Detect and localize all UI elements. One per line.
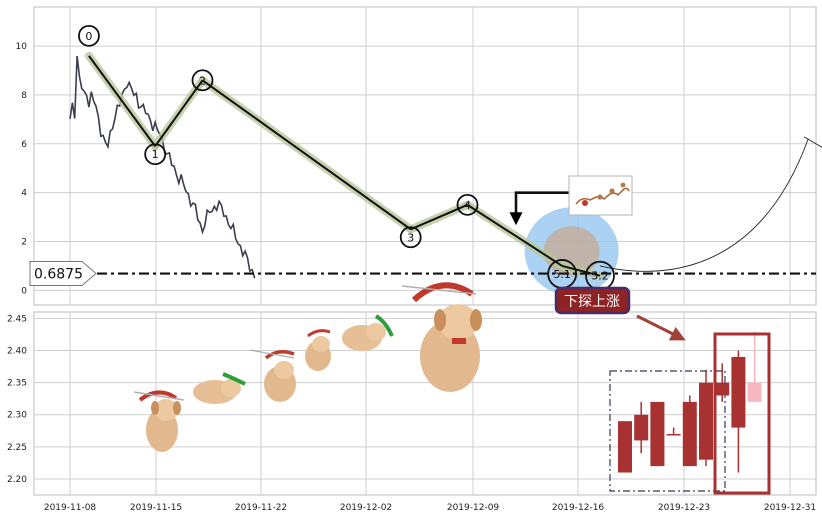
bottom-y-tick-label: 2.20 [7, 475, 27, 485]
bottom-y-tick-label: 2.40 [7, 347, 27, 357]
selection-box-dashed [609, 370, 726, 492]
projection-tail [803, 136, 822, 148]
bottom-y-tick-label: 2.30 [7, 411, 27, 421]
bottom-panel: 2.202.252.302.352.402.45 2019-11-08 2019-… [7, 282, 817, 513]
reference-label: 0.6875 [29, 261, 97, 287]
puppy-icon [133, 390, 185, 452]
wave-marker-circle [191, 69, 214, 92]
projection-curve [599, 138, 809, 272]
x-tick-label: 2019-12-16 [552, 503, 605, 513]
top-y-tick-label: 8 [21, 91, 27, 101]
annotation-arrow [636, 314, 686, 341]
bottom-y-tick-label: 2.45 [7, 314, 27, 324]
candle-body [715, 382, 730, 396]
reference-label-arrow [29, 261, 97, 287]
top-y-tick-label: 0 [21, 286, 27, 296]
x-tick-label: 2019-11-15 [130, 503, 182, 513]
candle-body [618, 421, 632, 473]
wave-marker-circle [456, 193, 479, 216]
wave-marker-label: 4 [464, 199, 471, 212]
puppy-icon [193, 372, 246, 404]
top-y-tick-label: 6 [21, 140, 27, 150]
bottom-y-tick-label: 2.35 [7, 379, 27, 389]
x-tick-label: 2019-11-08 [44, 503, 97, 513]
x-axis: 2019-11-08 2019-11-15 2019-11-22 2019-12-02… [44, 503, 816, 513]
annotation-text: 下探上涨 [564, 294, 620, 310]
candlestick-series [618, 331, 762, 473]
wave-marker-circle [144, 143, 167, 166]
wave-marker-label: 2 [199, 74, 206, 87]
wave-line-segment [88, 55, 156, 147]
wave-line-segment [466, 204, 563, 267]
sleigh-image [568, 175, 633, 216]
annotation-badge [554, 286, 631, 315]
bottom-y-axis: 2.20 2.25 2.30 2.35 2.40 2.45 [7, 314, 27, 485]
highlight-box-red [713, 332, 771, 495]
puppy-icon [305, 329, 331, 371]
wave-line-segment [154, 79, 204, 147]
top-y-tick-label: 4 [21, 189, 27, 199]
wave-marker-label: 1 [152, 148, 159, 161]
candle-body [731, 356, 746, 428]
x-tick-label: 2019-12-09 [447, 503, 500, 513]
x-tick-label: 2019-12-31 [764, 503, 816, 513]
reference-value-label: 0.6875 [34, 267, 83, 283]
annotation: 下探上涨 [554, 286, 686, 341]
x-tick-label: 2019-12-23 [658, 503, 710, 513]
puppy-icon [249, 349, 296, 402]
wave-marker-circle [78, 24, 100, 47]
candle-body [650, 401, 665, 467]
puppy-icon [401, 282, 482, 392]
candle-body [699, 382, 713, 460]
wave-marker-circle [399, 226, 422, 249]
callout-bracket [509, 191, 569, 226]
candle-body [682, 401, 697, 467]
candle-body [666, 434, 681, 436]
flying-puppies-illustration [133, 282, 482, 452]
wave-marker-label: 5.2 [591, 270, 609, 283]
wave-marker-label: 0 [85, 30, 92, 43]
top-y-tick-label: 10 [16, 42, 28, 52]
sleigh-reindeer-icon [575, 182, 630, 206]
candle-body [747, 382, 762, 402]
x-tick-label: 2019-12-02 [340, 503, 392, 513]
wave-marker-label: 3 [407, 231, 414, 244]
wave-line-segment [561, 264, 601, 277]
puppy-icon [342, 314, 394, 351]
top-y-tick-label: 2 [21, 237, 27, 247]
candle-body [634, 414, 649, 441]
x-tick-label: 2019-11-22 [235, 503, 287, 513]
bottom-y-tick-label: 2.25 [7, 443, 27, 453]
wave-line-segment [201, 79, 412, 231]
top-y-axis: 0 2 4 6 8 10 [16, 42, 28, 296]
